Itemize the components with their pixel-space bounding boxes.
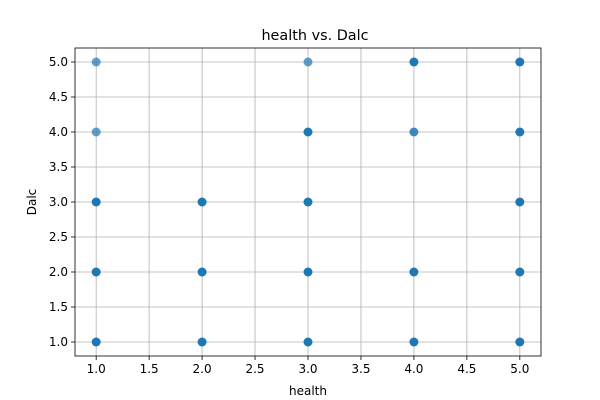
data-point — [91, 57, 101, 67]
data-point — [409, 127, 419, 137]
y-tick-label: 3.0 — [49, 195, 68, 209]
y-tick-label: 1.5 — [49, 300, 68, 314]
data-point — [515, 197, 525, 207]
x-tick-label: 2.5 — [245, 362, 264, 376]
data-point — [515, 57, 525, 67]
data-point — [409, 337, 419, 347]
data-point — [303, 197, 313, 207]
y-tick-label: 1.0 — [49, 335, 68, 349]
data-point — [303, 57, 313, 67]
data-point — [91, 197, 101, 207]
data-point — [197, 267, 207, 277]
y-tick-label: 2.0 — [49, 265, 68, 279]
y-axis-label: Dalc — [25, 189, 39, 216]
data-point — [303, 337, 313, 347]
data-point — [515, 267, 525, 277]
x-tick-label: 1.0 — [87, 362, 106, 376]
x-axis-label: health — [289, 384, 327, 398]
data-point — [197, 197, 207, 207]
data-point — [91, 337, 101, 347]
x-tick-label: 1.5 — [140, 362, 159, 376]
data-point — [515, 337, 525, 347]
y-tick-label: 4.0 — [49, 125, 68, 139]
x-tick-label: 2.0 — [193, 362, 212, 376]
y-axis-ticks: 1.0 1.5 2.0 2.5 3.0 3.5 4.0 4.5 5.0 — [49, 55, 75, 349]
y-tick-label: 2.5 — [49, 230, 68, 244]
y-tick-label: 5.0 — [49, 55, 68, 69]
data-point — [409, 267, 419, 277]
x-axis-ticks: 1.0 1.5 2.0 2.5 3.0 3.5 4.0 4.5 5.0 — [87, 356, 529, 376]
chart-title: health vs. Dalc — [261, 28, 368, 44]
data-point — [303, 267, 313, 277]
data-point — [91, 127, 101, 137]
y-tick-label: 3.5 — [49, 160, 68, 174]
data-point — [91, 267, 101, 277]
x-tick-label: 4.5 — [457, 362, 476, 376]
data-point — [303, 127, 313, 137]
x-tick-label: 4.0 — [404, 362, 423, 376]
data-point — [197, 337, 207, 347]
x-tick-label: 3.0 — [298, 362, 317, 376]
data-points — [91, 57, 525, 347]
y-tick-label: 4.5 — [49, 90, 68, 104]
data-point — [515, 127, 525, 137]
x-tick-label: 3.5 — [351, 362, 370, 376]
x-tick-label: 5.0 — [510, 362, 529, 376]
data-point — [409, 57, 419, 67]
